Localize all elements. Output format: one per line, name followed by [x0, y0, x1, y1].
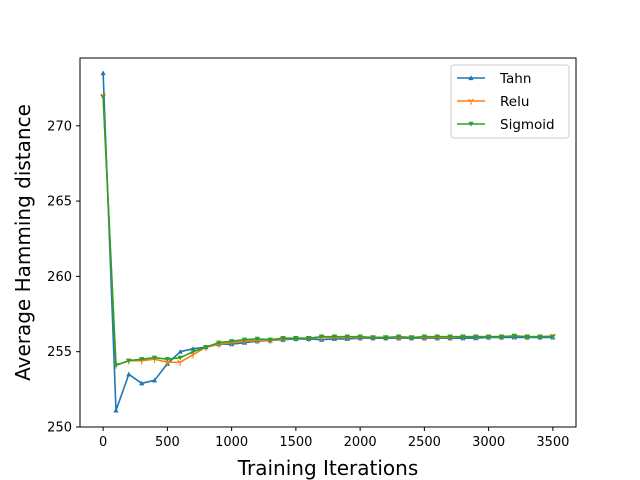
x-tick-label: 1000: [215, 435, 248, 450]
data-point-sigmoid: [331, 334, 338, 340]
data-point-sigmoid: [267, 337, 273, 343]
data-point-tahn: [151, 377, 158, 383]
legend-marker-sigmoid: [468, 121, 474, 127]
data-point-sigmoid: [139, 357, 145, 362]
legend-label-tahn: Tahn: [499, 71, 531, 87]
x-tick-label: 2500: [408, 435, 441, 450]
series-layer: [100, 70, 556, 413]
data-point-relu: [164, 359, 171, 366]
data-point-sigmoid: [113, 363, 119, 368]
data-point-sigmoid: [537, 334, 543, 340]
x-tick-label: 0: [99, 435, 107, 450]
y-axis-label: Average Hamming distance: [11, 104, 35, 381]
y-tick-label: 250: [47, 421, 72, 436]
series-line-sigmoid: [102, 97, 553, 367]
legend: Tahn Relu Sigmoid: [450, 64, 570, 139]
x-tick-label: 1500: [279, 435, 312, 450]
data-point-sigmoid: [473, 334, 479, 340]
data-point-sigmoid: [383, 335, 389, 340]
data-point-sigmoid: [190, 349, 196, 355]
data-point-sigmoid: [177, 355, 183, 361]
legend-entry-relu: Relu: [457, 94, 529, 110]
data-point-sigmoid: [357, 334, 363, 340]
x-tick-label: 3000: [472, 435, 505, 450]
legend-label-relu: Relu: [500, 94, 529, 110]
ticks-layer: 0 500 1000 1500 2000 2500 3000 3500 250 255 260 265…: [47, 119, 569, 450]
data-point-sigmoid: [434, 334, 440, 340]
data-point-sigmoid: [550, 334, 556, 340]
data-point-sigmoid: [306, 336, 312, 341]
data-point-sigmoid: [151, 355, 158, 361]
x-tick-label: 3500: [536, 435, 569, 450]
data-point-sigmoid: [126, 358, 132, 364]
legend-label-sigmoid: Sigmoid: [500, 117, 555, 133]
data-point-sigmoid: [280, 336, 286, 341]
y-tick-label: 270: [47, 119, 72, 134]
data-point-sigmoid: [164, 357, 170, 362]
data-point-sigmoid: [293, 336, 299, 341]
data-point-sigmoid: [100, 95, 106, 100]
y-tick-label: 260: [47, 270, 72, 285]
data-point-sigmoid: [396, 334, 402, 340]
data-point-sigmoid: [318, 334, 325, 340]
data-point-tahn: [113, 407, 119, 413]
legend-entry-tahn: Tahn: [457, 71, 531, 87]
y-tick-label: 265: [47, 195, 72, 210]
data-point-sigmoid: [370, 335, 376, 340]
data-point-tahn: [177, 349, 183, 354]
data-point-sigmoid: [254, 336, 260, 342]
data-point-sigmoid: [216, 340, 222, 346]
data-point-sigmoid: [408, 335, 415, 340]
data-point-relu: [177, 359, 184, 366]
data-point-sigmoid: [524, 334, 530, 340]
x-axis-label: Training Iterations: [237, 456, 419, 480]
legend-entry-sigmoid: Sigmoid: [457, 117, 555, 133]
y-tick-label: 255: [47, 345, 72, 360]
legend-box: [450, 64, 570, 139]
data-point-sigmoid: [498, 334, 505, 340]
data-point-tahn: [100, 70, 106, 76]
data-point-sigmoid: [344, 334, 350, 340]
legend-marker-relu: [468, 98, 474, 105]
x-tick-label: 2000: [344, 435, 377, 450]
x-tick-label: 500: [155, 435, 180, 450]
data-point-sigmoid: [421, 334, 427, 340]
data-point-sigmoid: [203, 345, 209, 350]
data-point-sigmoid: [511, 333, 517, 339]
legend-marker-tahn: [468, 75, 474, 81]
data-point-sigmoid: [486, 334, 492, 340]
data-point-tahn: [190, 346, 196, 351]
data-point-sigmoid: [241, 337, 248, 343]
data-point-tahn: [126, 371, 132, 377]
series-tahn: [100, 70, 556, 413]
data-point-tahn: [139, 380, 145, 386]
data-point-sigmoid: [229, 339, 235, 344]
data-point-sigmoid: [447, 334, 453, 340]
plot-frame: [79, 57, 577, 428]
series-sigmoid: [100, 95, 556, 368]
data-point-sigmoid: [460, 334, 466, 340]
